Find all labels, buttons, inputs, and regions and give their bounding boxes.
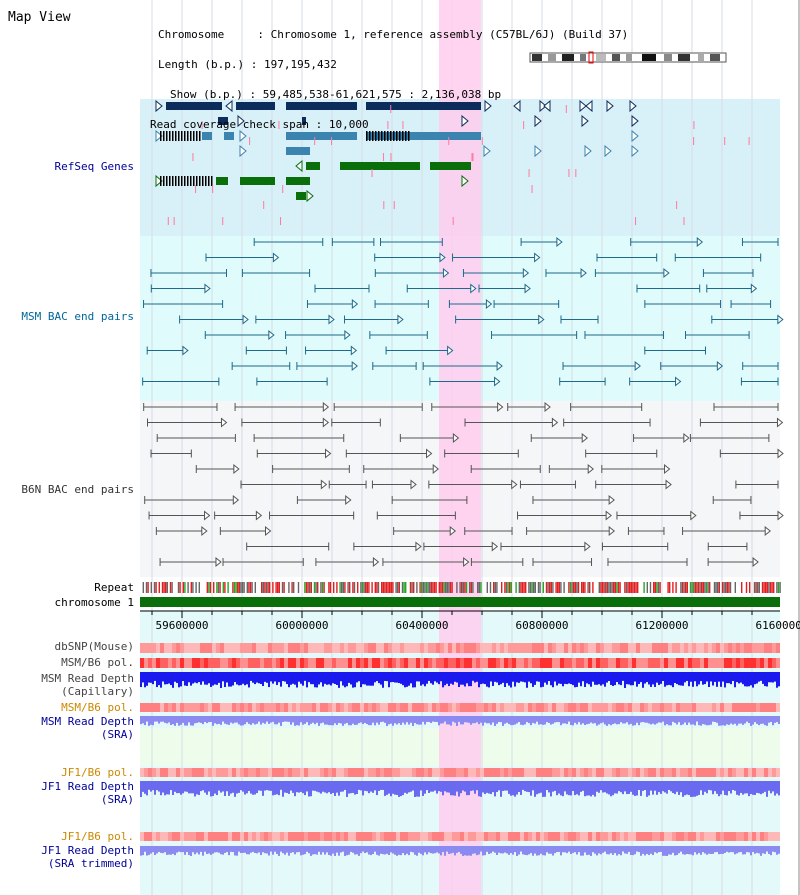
axis-ticks — [140, 610, 780, 618]
axis-tick-label: 61200000 — [635, 619, 689, 632]
dbsnp-label[interactable]: dbSNP(Mouse) — [54, 640, 134, 653]
gene-exon — [302, 117, 306, 125]
gene-exon — [166, 102, 222, 110]
ideogram-position-marker — [588, 51, 594, 64]
gene-exon — [218, 117, 228, 125]
chromosome-ideogram[interactable] — [529, 51, 727, 64]
jf1-b6-pol-label[interactable]: JF1/B6 pol. — [61, 766, 134, 779]
page-title: Map View — [8, 10, 71, 25]
gene-exon — [286, 132, 357, 140]
gene-exon — [433, 102, 481, 110]
region-info: Chromosome : Chromosome 1, reference ass… — [150, 28, 629, 131]
msm-depth-cap-label-1[interactable]: MSM Read Depth — [41, 672, 134, 685]
gene-exon — [224, 132, 234, 140]
msm-b6-pol-2-label[interactable]: MSM/B6 pol. — [61, 701, 134, 714]
gene-exon — [366, 102, 433, 110]
jf1-depth-trim-label-1[interactable]: JF1 Read Depth — [41, 844, 134, 857]
jf1-depth-sra-label-1[interactable]: JF1 Read Depth — [41, 780, 134, 793]
length-value: 197,195,432 — [263, 58, 337, 71]
coverage-value: 10,000 — [328, 118, 369, 131]
axis-tick-label: 60400000 — [395, 619, 449, 632]
gene-exon — [286, 102, 357, 110]
chromosome-value: Chromosome 1, reference assembly (C57BL/… — [270, 28, 629, 41]
msm-bac-pair-features[interactable] — [142, 236, 784, 387]
highlight-region — [439, 0, 481, 895]
chromosome-label: Chromosome — [158, 28, 225, 41]
repeat-label[interactable]: Repeat — [94, 581, 134, 594]
gene-exon — [340, 162, 420, 170]
gene-exon — [236, 102, 275, 110]
refseq-genes-label[interactable]: RefSeq Genes — [54, 160, 134, 173]
show-label: Show (b.p.) — [170, 88, 243, 101]
polymorphism-heat-tracks[interactable] — [140, 643, 780, 841]
gene-exon — [286, 147, 310, 155]
gene-exon — [286, 177, 310, 185]
axis-tick-label: 60000000 — [275, 619, 329, 632]
chromosome-bar — [140, 597, 780, 607]
repeat-track[interactable] — [142, 582, 781, 593]
read-depth-tracks[interactable] — [140, 672, 780, 856]
msm-depth-sra-label-1[interactable]: MSM Read Depth — [41, 715, 134, 728]
jf1-depth-trim-label-2: (SRA trimmed) — [47, 857, 134, 870]
msm-depth-cap-label-2: (Capillary) — [61, 685, 134, 698]
axis-tick-label: 61600000 — [755, 619, 800, 632]
gene-exon — [240, 177, 275, 185]
coverage-label: Read coverage check span — [150, 118, 309, 131]
msm-bac-label[interactable]: MSM BAC end pairs — [21, 310, 134, 323]
refseq-gene-features[interactable] — [155, 99, 750, 225]
gene-exon — [433, 132, 481, 140]
msm-depth-sra-label-2: (SRA) — [100, 728, 134, 741]
gene-exon — [430, 162, 471, 170]
show-value: 59,485,538-61,621,575 : 2,136,038 bp — [262, 88, 502, 101]
gene-exon — [296, 192, 306, 200]
chromosome-label-track: chromosome 1 — [54, 596, 134, 609]
gene-exon — [216, 177, 228, 185]
gene-exon — [306, 162, 320, 170]
gene-exon — [202, 132, 212, 140]
b6n-bac-pair-features[interactable] — [143, 401, 784, 568]
msm-b6-pol-label[interactable]: MSM/B6 pol. — [61, 656, 134, 669]
jf1-b6-pol-2-label[interactable]: JF1/B6 pol. — [61, 830, 134, 843]
b6n-bac-label[interactable]: B6N BAC end pairs — [21, 483, 134, 496]
axis-tick-label: 60800000 — [515, 619, 569, 632]
length-label: Length (b.p.) — [158, 58, 245, 71]
jf1-depth-sra-label-2: (SRA) — [100, 793, 134, 806]
axis-tick-label: 59600000 — [155, 619, 209, 632]
